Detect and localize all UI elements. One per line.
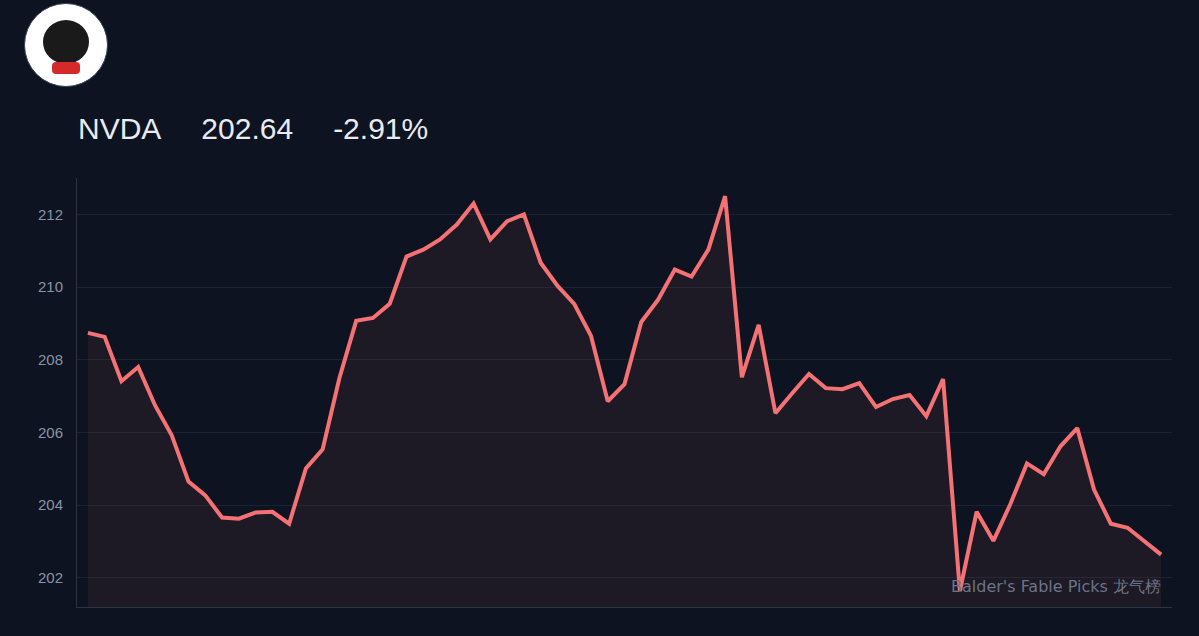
svg-text:Balder's Fable Picks 龙气榜: Balder's Fable Picks 龙气榜 (951, 577, 1161, 596)
svg-text:212: 212 (38, 206, 63, 223)
svg-text:208: 208 (38, 351, 63, 368)
svg-text:204: 204 (38, 496, 63, 513)
svg-text:210: 210 (38, 278, 63, 295)
html-text:NVDA: NVDA (78, 112, 162, 145)
html-text:202.64: 202.64 (201, 112, 294, 145)
svg-text:206: 206 (38, 424, 63, 441)
html-text:-2.91%: -2.91% (333, 112, 429, 145)
svg-text:202: 202 (38, 569, 63, 586)
